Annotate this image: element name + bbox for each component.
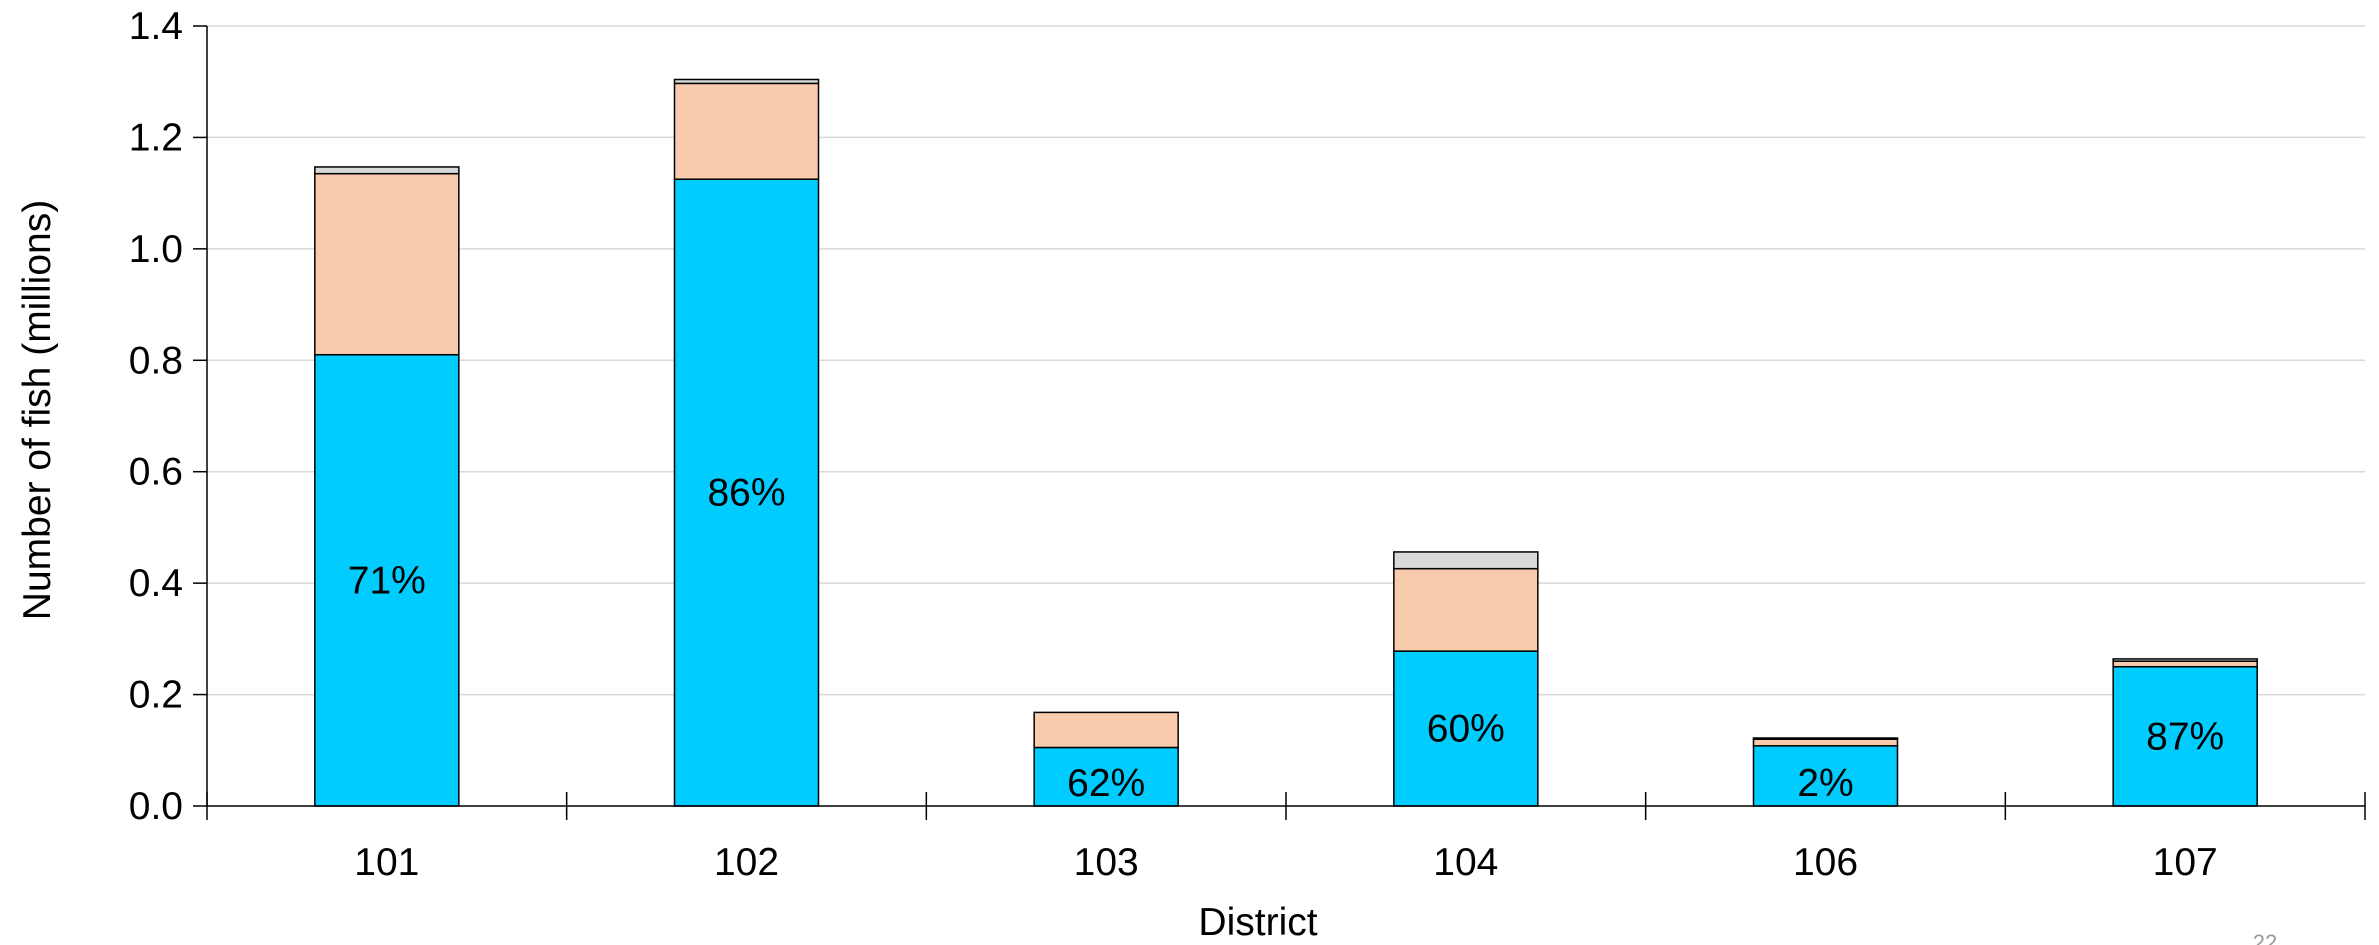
data-labels: 71% 86% 62% 60% 2% 87% (348, 472, 2224, 805)
data-label: 86% (707, 472, 785, 515)
x-tick-label: 106 (1793, 841, 1858, 884)
bar-segment-1 (1752, 745, 1899, 807)
x-tick-labels: 101 102 103 104 106 107 (354, 841, 2217, 884)
bar-segment-3 (673, 78, 820, 85)
y-tick-label: 0.8 (129, 339, 183, 382)
gridlines (207, 25, 2365, 696)
data-label: 71% (348, 559, 426, 602)
y-tick-label: 0.2 (129, 674, 183, 717)
data-label: 87% (2146, 715, 2224, 758)
bar-segment-2 (1033, 711, 1179, 749)
bar-segment-2 (1393, 567, 1539, 652)
bar-segment-1 (1393, 650, 1539, 807)
data-label: 2% (1797, 762, 1853, 805)
x-tick-label: 103 (1074, 841, 1139, 884)
bar-segment-1 (673, 178, 820, 807)
y-tick-label: 0.6 (129, 451, 183, 494)
bar-segment-3 (1752, 737, 1899, 740)
bar-segment-1 (2112, 665, 2258, 807)
y-tick-label: 1.4 (129, 5, 183, 48)
x-tick-label: 102 (714, 841, 779, 884)
y-tick-label: 1.0 (129, 228, 183, 271)
data-label: 62% (1067, 762, 1145, 805)
y-tick-label: 1.2 (129, 116, 183, 159)
y-tick-labels: 0.0 0.2 0.4 0.6 0.8 1.0 1.2 1.4 (129, 5, 183, 828)
data-label: 60% (1427, 708, 1505, 751)
page-number: 22 (2253, 930, 2277, 945)
bar-segment-2 (673, 82, 820, 180)
bar-segment-3 (2112, 658, 2258, 662)
x-tick-label: 104 (1433, 841, 1498, 884)
bar-segment-2 (314, 172, 460, 356)
bar-segment-2 (1752, 738, 1899, 747)
bar-segment-2 (2112, 660, 2258, 668)
bar-segment-3 (314, 166, 460, 175)
x-tick-label: 101 (354, 841, 419, 884)
axes (193, 25, 2366, 820)
y-tick-label: 0.4 (129, 562, 183, 605)
x-tick-label: 107 (2153, 841, 2218, 884)
x-axis-title: District (1198, 901, 1317, 944)
bars (314, 78, 2258, 807)
bar-segment-1 (1033, 746, 1179, 807)
y-axis-title: Number of fish (millions) (16, 200, 59, 620)
bar-segment-3 (1393, 551, 1539, 570)
y-tick-label: 0.0 (129, 785, 183, 828)
